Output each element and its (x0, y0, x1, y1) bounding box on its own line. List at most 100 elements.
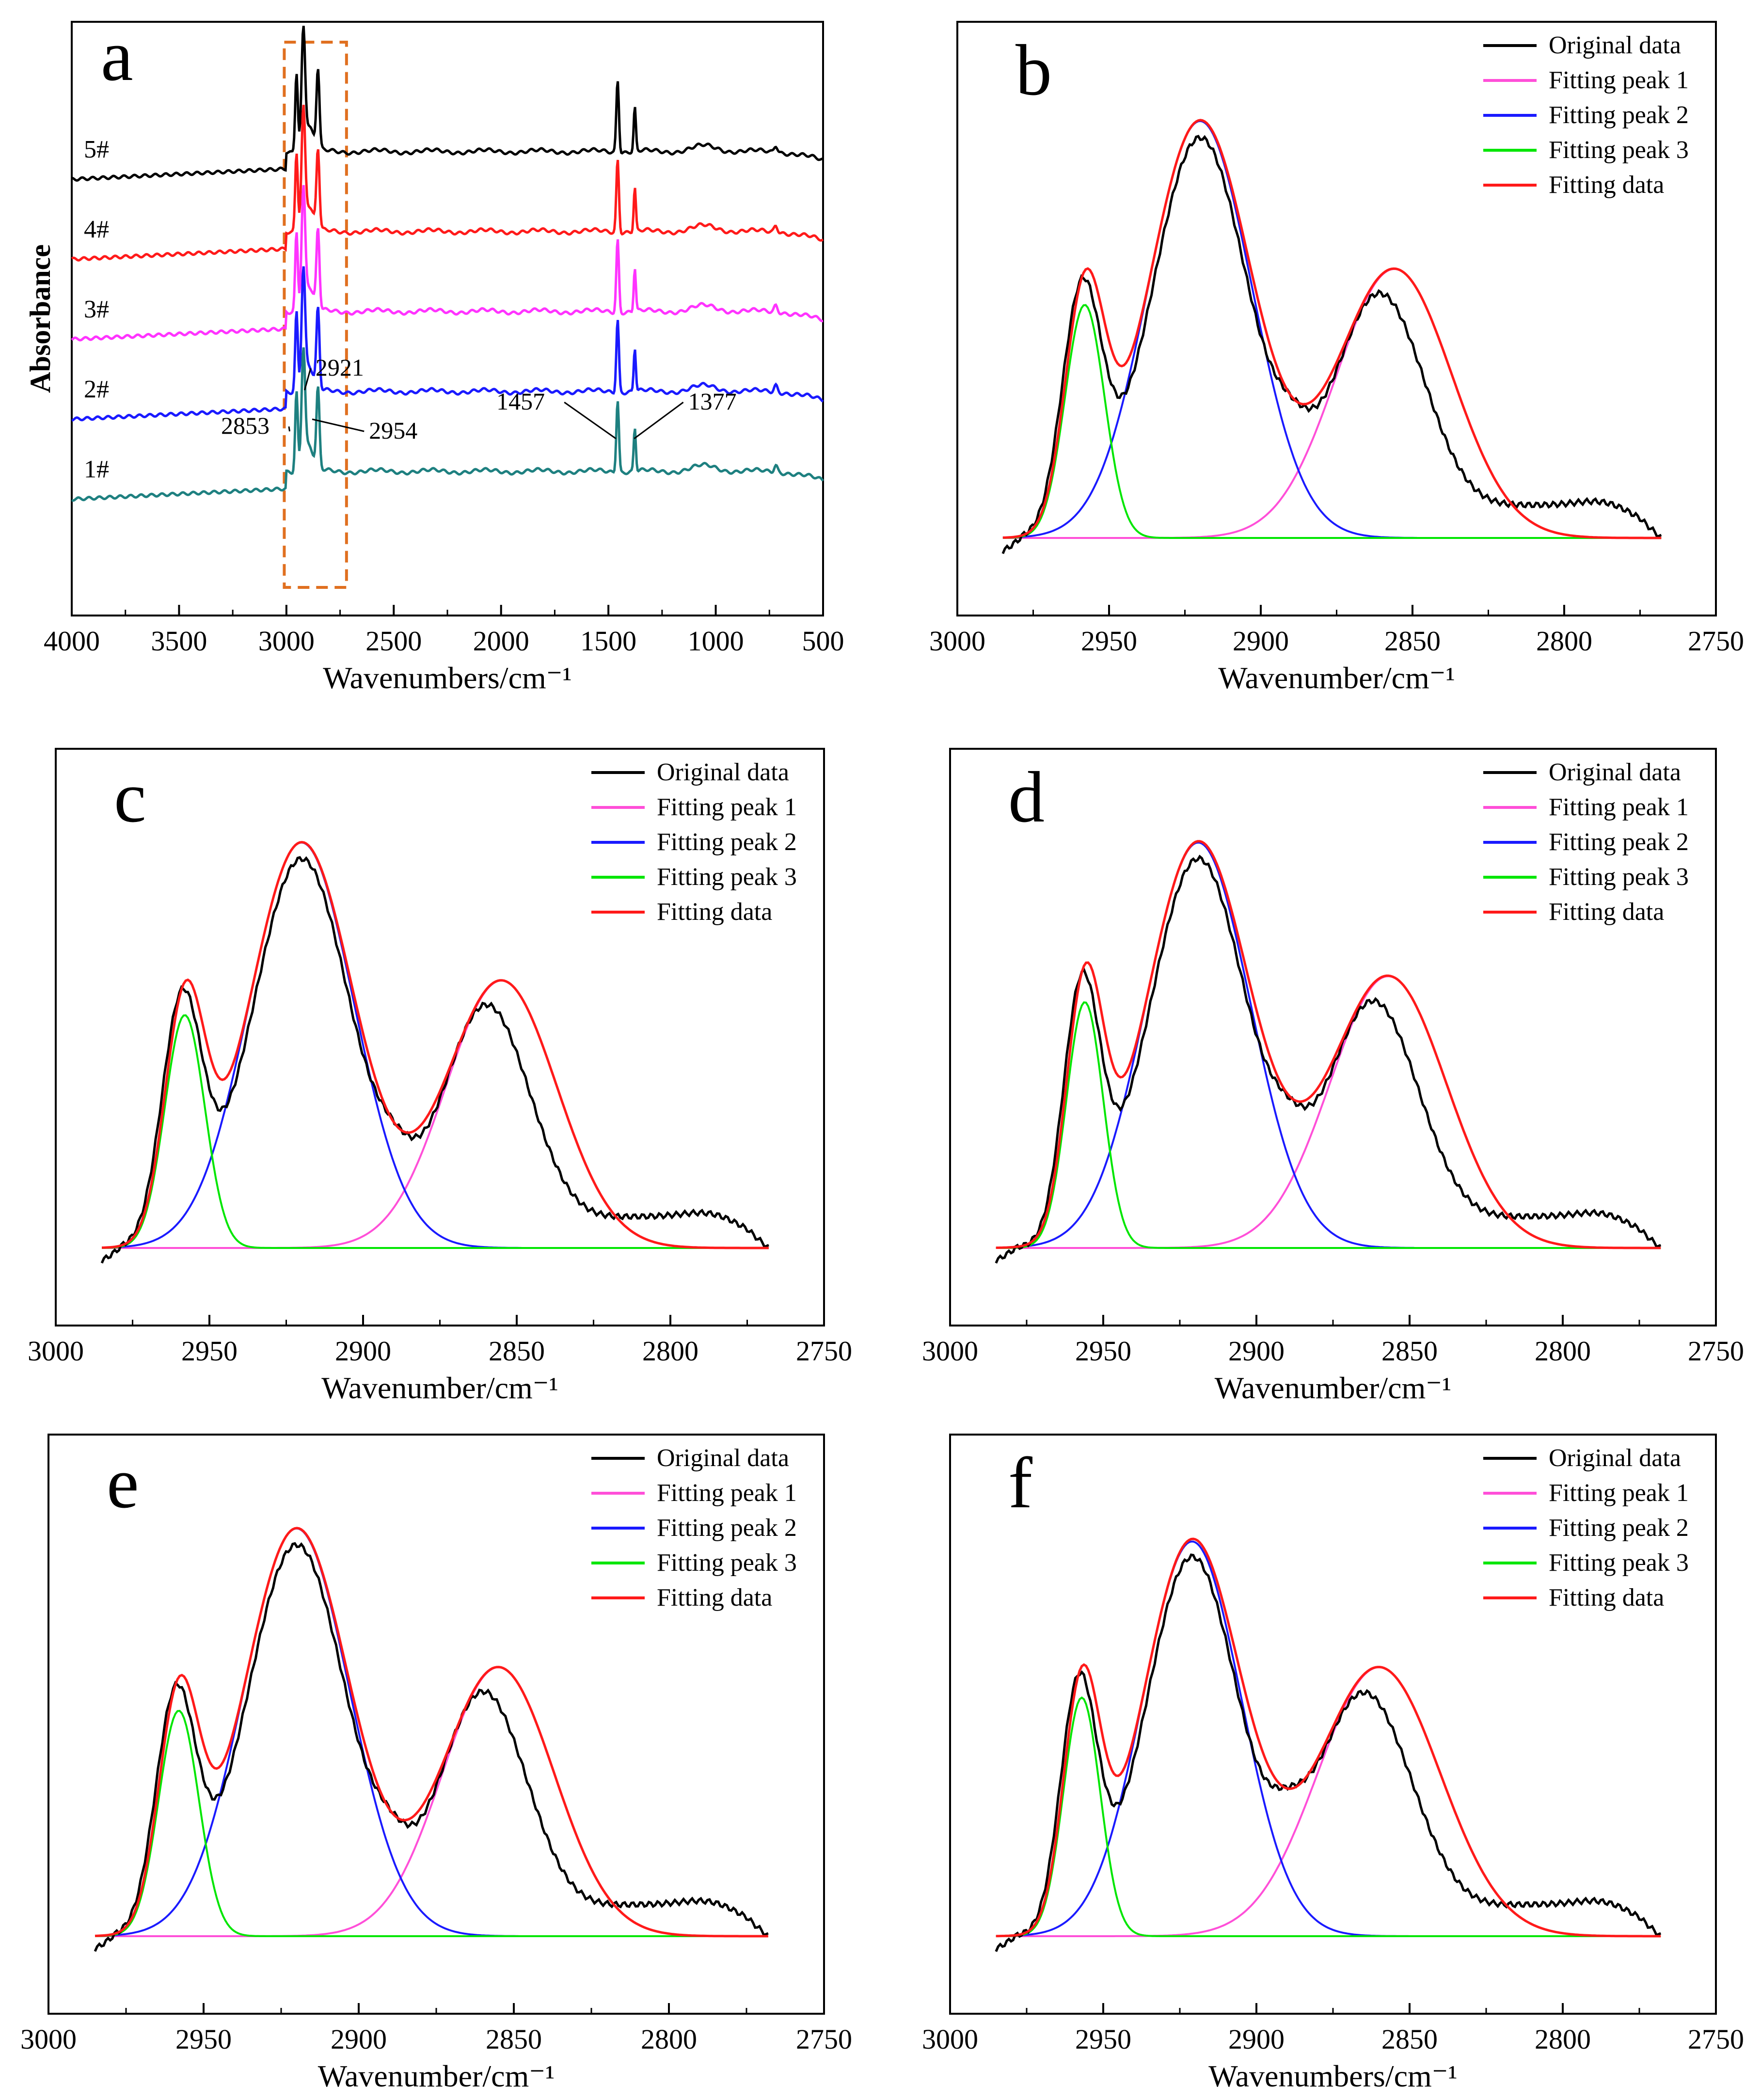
fitting-data-line (95, 1527, 768, 1938)
annotation-2921: 2921 (316, 354, 364, 381)
panel-f-tick-label-2950: 2950 (1075, 2023, 1131, 2055)
panel-b: 3000 2950 2900 2850 2800 2750 Wavenumber/cm⁻¹ b… (929, 21, 1744, 695)
panel-c-tick-label-2750: 2750 (796, 1335, 852, 1367)
panel-c: 3000 2950 2900 2850 2800 2750 Wavenumber/cm⁻¹ c… (28, 748, 852, 1405)
panel-c-x-axis-label: Wavenumber/cm⁻¹ (321, 1371, 558, 1405)
panel-f-tick-label-2750: 2750 (1688, 2023, 1744, 2055)
panel-b-tick-label-3000: 3000 (929, 625, 985, 657)
series-label-1#: 1# (84, 456, 109, 483)
panel-a-tick-label-500: 500 (802, 625, 844, 657)
panel-d-tick-label-2850: 2850 (1381, 1335, 1438, 1367)
legend-label-2: Fitting peak 1 (1549, 793, 1689, 821)
legend-label-1: Original data (1549, 32, 1681, 59)
fitting-data-line (101, 841, 769, 1249)
panel-a-x-axis-label: Wavenumbers/cm⁻¹ (323, 661, 571, 695)
fitting-peak-3-line (102, 1014, 769, 1249)
fitting-peak-2-line (996, 841, 1414, 1249)
legend-label-4: Fitting peak 3 (657, 863, 797, 891)
annotation-arrow-2853 (288, 426, 290, 432)
panel-e-tick-label-2850: 2850 (486, 2023, 542, 2055)
annotation-arrow-2921 (304, 368, 312, 391)
panel-c-tick-label-2800: 2800 (642, 1335, 698, 1367)
fitting-peak-2-line (996, 1540, 1414, 1937)
legend-label-5: Fitting data (1549, 171, 1664, 199)
legend-label-1: Original data (657, 1444, 789, 1472)
legend-label-1: Original data (1549, 758, 1681, 786)
panel-c-tick-label-2850: 2850 (489, 1335, 545, 1367)
panel-b-tick-label-2900: 2900 (1233, 625, 1289, 657)
series-line-5# (71, 26, 824, 182)
legend-label-4: Fitting peak 3 (1549, 863, 1689, 891)
legend-label-2: Fitting peak 1 (1549, 66, 1689, 94)
panel-f-label: f (1008, 1443, 1032, 1523)
series-label-3#: 3# (84, 296, 109, 323)
panel-e-tick-label-3000: 3000 (20, 2023, 77, 2055)
panel-d-tick-label-2750: 2750 (1688, 1335, 1744, 1367)
fitting-peak-3-line (95, 1710, 768, 1937)
panel-e-tick-label-2900: 2900 (331, 2023, 387, 2055)
legend-label-1: Original data (657, 758, 789, 786)
annotation-arrow-1377 (634, 401, 684, 440)
fitting-data-line (996, 1537, 1661, 1938)
panel-c-tick-label-2950: 2950 (181, 1335, 238, 1367)
legend-label-5: Fitting data (657, 898, 772, 926)
legend-label-1: Original data (1549, 1444, 1681, 1472)
panel-e-tick-label-2800: 2800 (641, 2023, 697, 2055)
legend-label-5: Fitting data (1549, 1584, 1664, 1611)
panel-b-tick-label-2950: 2950 (1081, 625, 1137, 657)
legend-label-2: Fitting peak 1 (1549, 1479, 1689, 1507)
panel-f: 3000 2950 2900 2850 2800 2750 Wavenumbers/cm⁻¹… (922, 1434, 1744, 2093)
panel-d-tick-label-2900: 2900 (1228, 1335, 1285, 1367)
annotation-arrow-1457 (564, 401, 617, 440)
panel-e-tick-label-2750: 2750 (796, 2023, 852, 2055)
panel-a-tick-label-3500: 3500 (151, 625, 207, 657)
panel-d-x-axis-label: Wavenumber/cm⁻¹ (1215, 1371, 1452, 1405)
panel-a-frame (71, 21, 824, 616)
annotation-2954: 2954 (369, 417, 417, 444)
series-line-4# (71, 105, 824, 262)
original-data-line (995, 1553, 1662, 1952)
fitting-peak-3-line (1002, 304, 1662, 539)
legend-label-2: Fitting peak 1 (657, 1479, 797, 1507)
legend-label-5: Fitting data (1549, 898, 1664, 926)
panel-d-tick-label-2800: 2800 (1535, 1335, 1591, 1367)
panel-e-label: e (107, 1443, 139, 1523)
original-data-line (1001, 135, 1662, 554)
panel-d-tick-label-2950: 2950 (1075, 1335, 1131, 1367)
panel-f-tick-label-3000: 3000 (922, 2023, 978, 2055)
panel-a: 4000 3500 3000 2500 2000 1500 1000 500 Wavenumbe… (24, 16, 844, 695)
annotation-arrow-2954 (312, 418, 365, 432)
fitting-peak-1-line (996, 1666, 1661, 1937)
panel-f-tick-label-2850: 2850 (1381, 2023, 1438, 2055)
series-line-2# (71, 266, 824, 422)
panel-b-tick-label-2750: 2750 (1688, 625, 1744, 657)
panel-e-tick-label-2950: 2950 (175, 2023, 232, 2055)
panel-a-tick-label-2500: 2500 (365, 625, 422, 657)
panel-a-label: a (101, 16, 133, 96)
fitting-data-line (1002, 119, 1662, 539)
series-line-3# (71, 185, 824, 342)
panel-b-tick-label-2850: 2850 (1384, 625, 1441, 657)
legend-label-4: Fitting peak 3 (1549, 1549, 1689, 1577)
fitting-peak-2-line (1002, 120, 1417, 539)
fitting-peak-3-line (996, 1001, 1661, 1249)
legend-label-2: Fitting peak 1 (657, 793, 797, 821)
annotation-1457: 1457 (496, 388, 545, 415)
series-label-2#: 2# (84, 376, 109, 403)
series-label-4#: 4# (84, 216, 109, 243)
panel-c-tick-label-2900: 2900 (335, 1335, 391, 1367)
legend-label-3: Fitting peak 2 (657, 1514, 797, 1542)
legend-label-3: Fitting peak 2 (1549, 1514, 1689, 1542)
original-data-line (100, 856, 769, 1264)
original-data-line (995, 854, 1662, 1264)
panel-a-tick-label-2000: 2000 (473, 625, 529, 657)
panel-a-tick-label-1500: 1500 (580, 625, 636, 657)
fitting-peak-3-line (996, 1696, 1661, 1937)
fitting-data-line (996, 840, 1661, 1249)
panel-e-x-axis-label: Wavenumber/cm⁻¹ (318, 2059, 555, 2093)
panel-d-label: d (1008, 757, 1045, 837)
panel-f-tick-label-2800: 2800 (1535, 2023, 1591, 2055)
annotation-1377: 1377 (688, 388, 737, 415)
panel-a-tick-label-3000: 3000 (258, 625, 315, 657)
